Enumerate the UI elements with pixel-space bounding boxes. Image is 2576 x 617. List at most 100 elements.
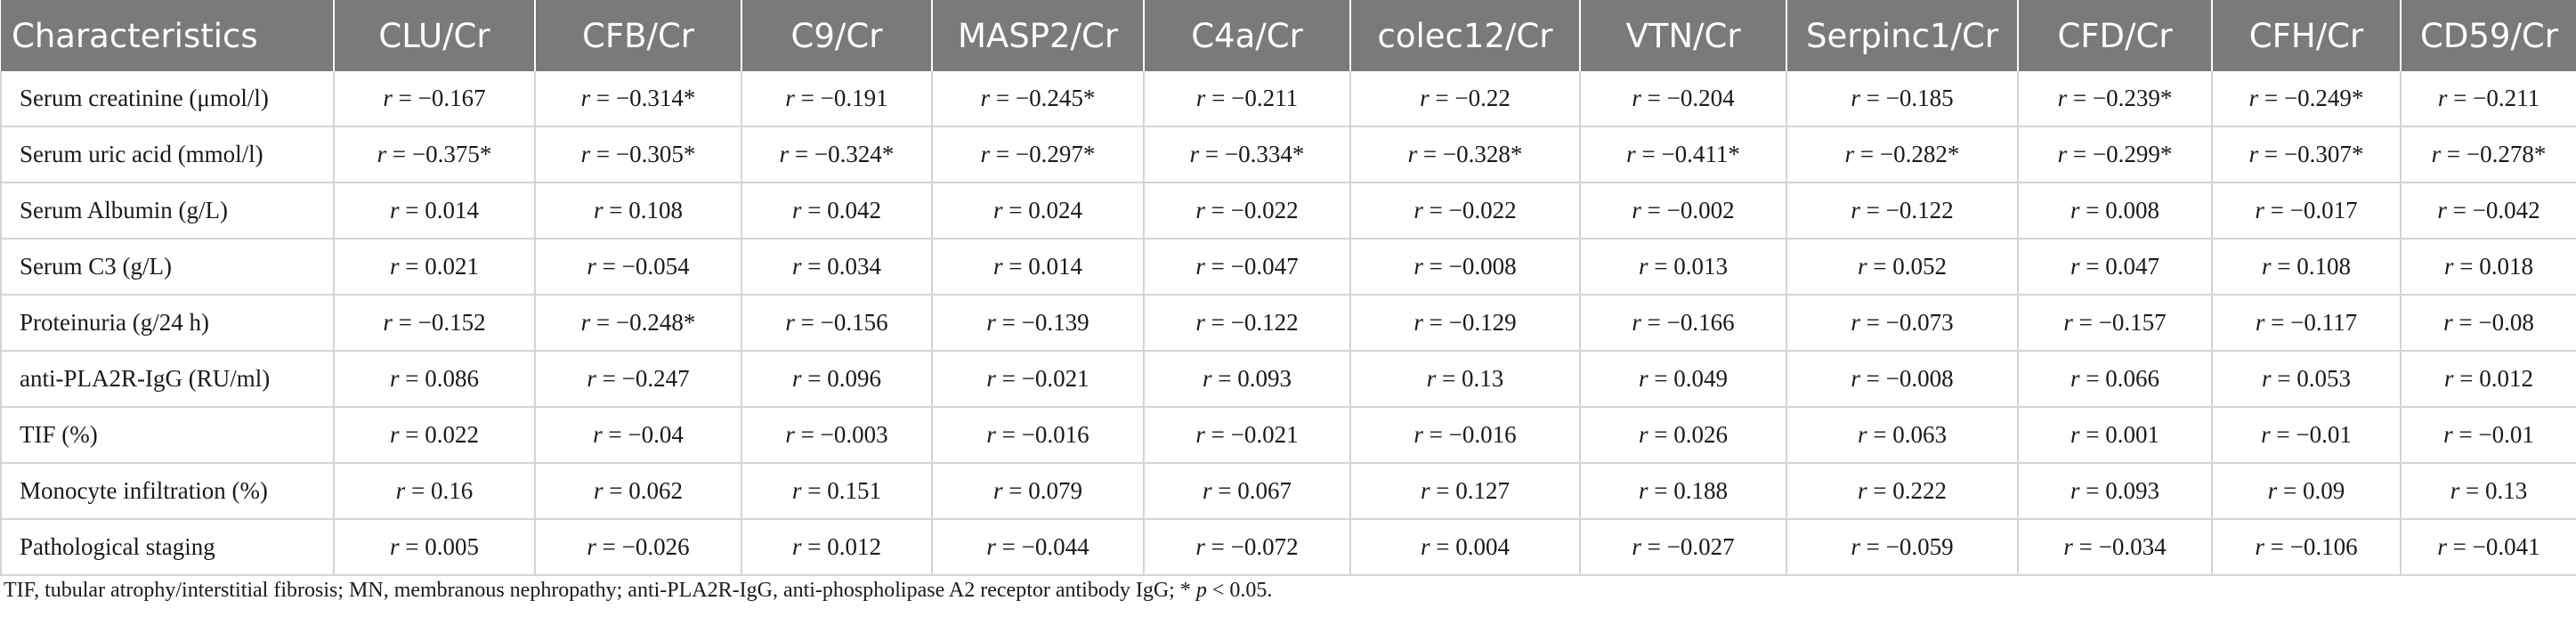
correlation-cell: r = 0.012	[741, 519, 933, 576]
correlation-value: 0.067	[1237, 477, 1292, 504]
r-symbol: r	[1421, 533, 1430, 560]
equals-operator: =	[1430, 533, 1456, 560]
correlation-value: −0.245*	[1015, 85, 1096, 111]
equals-operator: =	[2072, 533, 2099, 560]
equals-operator: =	[2079, 477, 2106, 504]
correlation-value: 0.09	[2303, 477, 2345, 504]
r-symbol: r	[792, 253, 802, 280]
correlation-value: 0.053	[2297, 365, 2351, 392]
correlation-cell: r = −0.129	[1350, 295, 1581, 352]
correlation-cell: r = −0.017	[2212, 183, 2402, 239]
correlation-cell: r = −0.211	[2401, 71, 2576, 127]
correlation-value: −0.411*	[1661, 141, 1740, 167]
table-row: Serum creatinine (μmol/l) r = −0.167 r = −…	[0, 71, 2576, 127]
equals-operator: =	[2452, 421, 2479, 448]
r-symbol: r	[986, 421, 996, 448]
r-symbol: r	[2063, 533, 2073, 560]
r-symbol: r	[2070, 197, 2080, 223]
correlation-cell: r = −0.152	[334, 295, 536, 352]
correlation-value: −0.04	[628, 421, 684, 448]
equals-operator: =	[2271, 365, 2297, 392]
correlation-value: −0.324*	[814, 141, 895, 167]
equals-operator: =	[1430, 477, 1456, 504]
r-symbol: r	[377, 141, 387, 167]
equals-operator: =	[399, 421, 425, 448]
equals-operator: =	[2441, 141, 2467, 167]
table-row: TIF (%) r = 0.022 r = −0.04 r = −0.003 r = −…	[0, 407, 2576, 464]
correlation-cell: r = −0.044	[932, 519, 1145, 576]
correlation-value: −0.003	[820, 421, 888, 448]
correlation-value: −0.047	[1230, 253, 1299, 280]
equals-operator: =	[801, 477, 828, 504]
r-symbol: r	[2070, 253, 2080, 280]
r-symbol: r	[2437, 197, 2447, 223]
r-symbol: r	[2443, 421, 2453, 448]
equals-operator: =	[1859, 365, 1886, 392]
correlation-value: −0.191	[820, 85, 888, 111]
correlation-cell: r = −0.239*	[2018, 71, 2213, 127]
r-symbol: r	[2431, 141, 2442, 167]
correlation-cell: r = −0.328*	[1350, 126, 1581, 183]
r-symbol: r	[1858, 477, 1867, 504]
equals-operator: =	[1205, 85, 1232, 111]
correlation-cell: r = 0.067	[1144, 463, 1351, 520]
correlation-cell: r = 0.222	[1786, 463, 2019, 520]
r-symbol: r	[993, 197, 1003, 223]
r-symbol: r	[2255, 309, 2265, 336]
correlation-cell: r = 0.024	[932, 183, 1145, 239]
r-symbol: r	[1195, 533, 1205, 560]
correlation-cell: r = −0.375*	[334, 126, 536, 183]
correlation-value: 0.049	[1673, 365, 1728, 392]
correlation-cell: r = −0.22	[1350, 71, 1581, 127]
equals-operator: =	[1859, 197, 1886, 223]
column-header: C4a/Cr	[1144, 0, 1351, 71]
correlation-cell: r = 0.005	[334, 519, 536, 576]
equals-operator: =	[1867, 421, 1893, 448]
row-label: Monocyte infiltration (%)	[0, 463, 335, 520]
equals-operator: =	[794, 309, 821, 336]
r-symbol: r	[2261, 421, 2271, 448]
r-symbol: r	[2267, 477, 2278, 504]
r-symbol: r	[1414, 253, 1423, 280]
equals-operator: =	[1635, 141, 1662, 167]
correlation-value: −0.021	[1021, 365, 1090, 392]
correlation-cell: r = 0.13	[1350, 351, 1581, 408]
r-symbol: r	[1851, 365, 1860, 392]
r-symbol: r	[390, 253, 400, 280]
r-symbol: r	[390, 365, 400, 392]
correlation-value: −0.278*	[2466, 141, 2547, 167]
correlation-value: 0.108	[2297, 253, 2351, 280]
r-symbol: r	[1203, 477, 1212, 504]
r-symbol: r	[383, 309, 393, 336]
correlation-cell: r = 0.062	[535, 463, 742, 520]
correlation-value: 0.16	[431, 477, 474, 504]
r-symbol: r	[792, 365, 802, 392]
r-symbol: r	[390, 533, 400, 560]
correlation-value: 0.026	[1673, 421, 1728, 448]
correlation-cell: r = −0.299*	[2018, 126, 2213, 183]
correlation-value: 0.093	[1237, 365, 1292, 392]
correlation-value: −0.166	[1666, 309, 1735, 336]
table-row: Serum C3 (g/L) r = 0.021 r = −0.054 r = 0.0…	[0, 239, 2576, 296]
correlation-cell: r = 0.053	[2212, 351, 2402, 408]
correlation-value: −0.299*	[2092, 141, 2173, 167]
correlation-cell: r = −0.003	[741, 407, 933, 464]
equals-operator: =	[1002, 477, 1029, 504]
row-label: Serum uric acid (mmol/l)	[0, 126, 335, 183]
correlation-value: 0.096	[827, 365, 881, 392]
correlation-value: 0.042	[827, 197, 881, 223]
correlation-cell: r = 0.151	[741, 463, 933, 520]
row-label: Pathological staging	[0, 519, 335, 576]
equals-operator: =	[1422, 197, 1449, 223]
equals-operator: =	[2264, 309, 2291, 336]
r-symbol: r	[2057, 85, 2068, 111]
equals-operator: =	[1422, 253, 1449, 280]
correlation-value: −0.247	[621, 365, 690, 392]
equals-operator: =	[399, 253, 425, 280]
equals-operator: =	[1859, 533, 1886, 560]
correlation-cell: r = −0.047	[1144, 239, 1351, 296]
correlation-value: 0.012	[2479, 365, 2533, 392]
correlation-cell: r = 0.052	[1786, 239, 2019, 296]
row-label: Serum Albumin (g/L)	[0, 183, 335, 239]
r-symbol: r	[1639, 253, 1648, 280]
